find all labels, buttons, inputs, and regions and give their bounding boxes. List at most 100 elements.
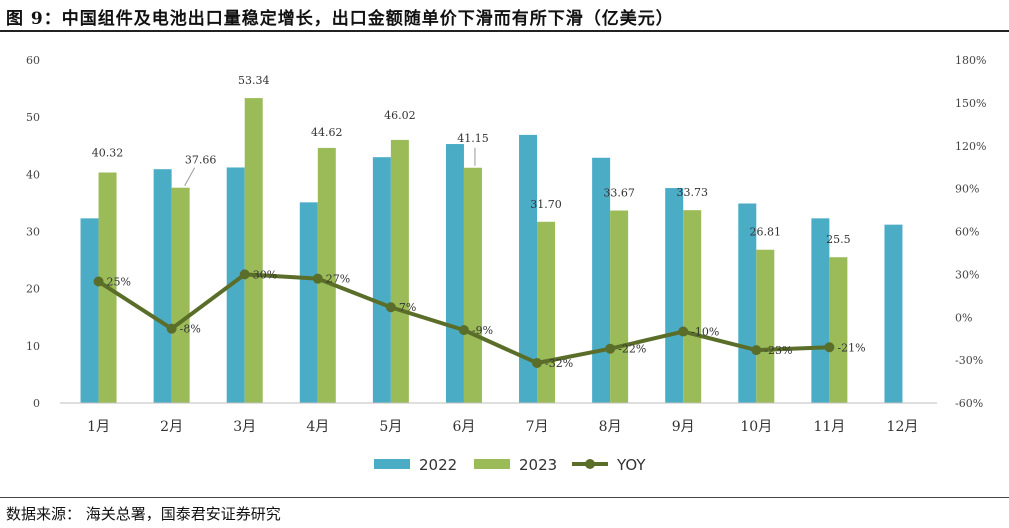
source-note: 数据来源： 海关总署，国泰君安证券研究 (6, 505, 281, 523)
yoy-value-label: -22% (618, 343, 646, 356)
bar-2023 (683, 210, 702, 403)
yoy-point (605, 343, 616, 354)
x-tick-label: 12月 (887, 419, 919, 435)
yoy-point (678, 326, 689, 337)
y-left-tick-label: 10 (26, 340, 40, 353)
bar-2022 (80, 218, 99, 403)
yoy-point (532, 357, 543, 368)
x-tick-label: 9月 (672, 419, 695, 435)
x-tick-label: 6月 (452, 419, 475, 435)
legend-swatch (474, 459, 510, 469)
axes-layer: 0 10 20 30 40 50 60 -60% -30% 0% 30% 60% 90% 120% 150%… (26, 54, 986, 435)
bar-2023-value-label: 33.67 (603, 187, 635, 200)
y-right-tick-label: -60% (955, 397, 983, 410)
y-right-tick-label: 120% (955, 140, 986, 153)
yoy-point (93, 276, 104, 287)
bar-2022 (884, 224, 903, 403)
x-tick-label: 11月 (813, 419, 845, 435)
bar-2022 (445, 144, 464, 403)
x-tick-label: 1月 (87, 419, 110, 435)
yoy-value-label: -9% (472, 324, 493, 337)
legend-label: 2022 (419, 456, 457, 474)
yoy-line-layer: 25% -8% 30% 27% 7% -9% -32% -22% -10% -23% -21% (93, 268, 866, 370)
bar-2023-value-label: 25.5 (826, 233, 851, 246)
legend-swatch (374, 459, 410, 469)
yoy-value-label: 27% (326, 273, 350, 286)
y-left-tick-label: 50 (26, 111, 40, 124)
y-left-tick-label: 40 (26, 168, 40, 181)
y-left-tick-label: 60 (26, 54, 40, 67)
yoy-point (385, 302, 396, 313)
bar-2023 (390, 139, 409, 403)
bar-2022 (811, 218, 830, 403)
bar-2023-value-label: 33.73 (676, 186, 708, 199)
yoy-value-label: 25% (107, 276, 131, 289)
title-rule (0, 30, 1009, 32)
bar-2022 (226, 167, 245, 403)
y-left-tick-label: 0 (33, 397, 40, 410)
yoy-point (751, 345, 762, 356)
y-right-tick-label: 90% (955, 183, 979, 196)
bar-2023-value-label: 40.32 (92, 147, 124, 160)
bar-2023 (244, 98, 263, 403)
yoy-point (239, 269, 250, 280)
yoy-point (166, 323, 177, 334)
yoy-point (824, 342, 835, 353)
bar-2023-value-label: 53.34 (238, 74, 270, 87)
bar-2022 (665, 188, 684, 403)
y-right-tick-label: 150% (955, 97, 986, 110)
bar-2023 (610, 210, 629, 403)
bar-2023 (829, 257, 848, 403)
y-left-tick-label: 20 (26, 283, 40, 296)
bar-2022 (372, 157, 391, 403)
yoy-point (458, 325, 469, 336)
bar-2022 (738, 203, 757, 403)
yoy-value-label: -23% (764, 344, 792, 357)
yoy-value-label: -32% (545, 357, 573, 370)
bar-2023 (463, 167, 482, 403)
yoy-value-label: 30% (253, 268, 277, 281)
y-right-tick-label: 180% (955, 54, 986, 67)
bar-2022 (153, 169, 172, 403)
yoy-value-label: -10% (691, 326, 719, 339)
bar-labels-layer: 40.32 37.66 53.34 44.62 46.02 41.15 31.70 33.67… (92, 74, 851, 246)
x-tick-label: 2月 (160, 419, 183, 435)
bar-2022 (519, 134, 538, 403)
y-right-tick-label: 0% (955, 311, 972, 324)
bar-2023-value-label: 46.02 (384, 109, 416, 122)
bar-2023 (317, 147, 336, 403)
y-right-tick-label: 30% (955, 268, 979, 281)
yoy-value-label: -21% (837, 341, 865, 354)
y-right-tick-label: -30% (955, 354, 983, 367)
y-left-tick-label: 30 (26, 226, 40, 239)
x-tick-label: 10月 (740, 419, 772, 435)
x-tick-label: 5月 (379, 419, 402, 435)
x-tick-label: 7月 (526, 419, 549, 435)
x-tick-label: 3月 (233, 419, 256, 435)
bar-2023-value-label: 44.62 (311, 126, 343, 139)
bar-2023 (537, 221, 556, 403)
bar-2022 (592, 157, 611, 403)
bar-2023-value-label: 41.15 (457, 132, 489, 145)
legend-label: 2023 (519, 456, 557, 474)
y-right-tick-label: 60% (955, 226, 979, 239)
bars-layer (80, 98, 903, 403)
source-rule (0, 497, 1009, 498)
bar-2023 (756, 249, 775, 403)
yoy-value-label: -8% (180, 323, 201, 336)
legend-swatch-marker (585, 459, 595, 469)
legend: 2022 2023 YOY (374, 456, 646, 474)
x-tick-label: 4月 (306, 419, 329, 435)
label-leader-line (184, 167, 196, 186)
bar-2022 (299, 202, 318, 403)
bar-2023 (171, 187, 190, 403)
chart-title: 图 9：中国组件及电池出口量稳定增长，出口金额随单价下滑而有所下滑（亿美元） (6, 9, 674, 29)
yoy-value-label: 7% (399, 301, 416, 314)
bar-2023-value-label: 37.66 (185, 154, 217, 167)
bar-2023-value-label: 31.70 (530, 198, 562, 211)
x-tick-label: 8月 (599, 419, 622, 435)
yoy-point (312, 273, 323, 284)
bar-2023-value-label: 26.81 (750, 226, 782, 239)
legend-label: YOY (616, 456, 646, 474)
